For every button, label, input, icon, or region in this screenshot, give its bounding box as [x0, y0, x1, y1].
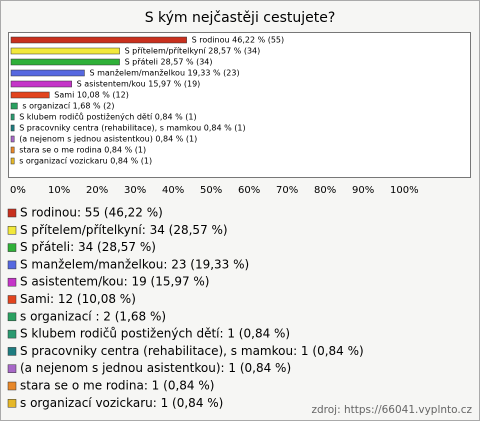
legend-label: stara se o me rodina: 1 (0,84 %)	[20, 379, 214, 393]
bar-label: S asistentem/kou 15,97 % (19)	[77, 80, 201, 89]
legend-label: S rodinou: 55 (46,22 %)	[20, 206, 163, 220]
legend-swatch	[7, 329, 17, 339]
bar	[10, 124, 15, 132]
legend-swatch	[7, 260, 17, 270]
x-tick-label: 10%	[48, 185, 70, 196]
legend-swatch	[7, 381, 17, 391]
x-tick-label: 30%	[124, 185, 146, 196]
bar-label: S pracovniky centra (rehabilitace), s ma…	[19, 124, 245, 133]
bar	[10, 47, 120, 55]
plot-area	[8, 32, 471, 178]
x-tick-label: 70%	[276, 185, 298, 196]
bar-label: S rodinou 46,22 % (55)	[192, 36, 285, 45]
bar	[10, 135, 15, 143]
legend-swatch	[7, 312, 17, 322]
bar	[10, 113, 15, 121]
bar-label: S manželem/manželkou 19,33 % (23)	[89, 69, 239, 78]
bar	[10, 80, 72, 88]
chart-title: S kým nejčastěji cestujete?	[145, 10, 336, 26]
bar-label: Sami 10,08 % (12)	[54, 91, 129, 100]
bar	[10, 36, 187, 44]
bar-label: s organizací vozickaru 0,84 % (1)	[19, 157, 152, 166]
bar	[10, 146, 15, 154]
x-tick-label: 60%	[238, 185, 260, 196]
legend-swatch	[7, 347, 17, 356]
bar	[10, 102, 18, 110]
x-tick-label: 0%	[10, 185, 26, 196]
x-tick-label: 90%	[352, 185, 374, 196]
x-tick-label: 100%	[390, 185, 419, 196]
legend-swatch	[7, 226, 17, 235]
legend-label: S přítelem/přítelkyní: 34 (28,57 %)	[20, 223, 228, 237]
bar-label: S klubem rodičů postižených dětí 0,84 % …	[19, 112, 196, 122]
legend-swatch	[7, 277, 17, 287]
bar	[10, 58, 120, 66]
legend-label: S asistentem/kou: 19 (15,97 %)	[20, 275, 209, 289]
bar-label: S přítelem/přítelkyní 28,57 % (34)	[125, 47, 261, 56]
source: zdroj: https://66041.vyplnto.cz	[312, 404, 473, 416]
legend-label: Sami: 12 (10,08 %)	[20, 292, 136, 306]
bar-label: (a nejenom s jednou asistentkou) 0,84 % …	[19, 135, 197, 144]
bar-label: s organizací 1,68 % (2)	[22, 102, 114, 111]
legend-label: S manželem/manželkou: 23 (19,33 %)	[20, 257, 249, 271]
x-tick-label: 50%	[200, 185, 222, 196]
legend-swatch	[7, 208, 17, 218]
legend-label: s organizací : 2 (1,68 %)	[20, 309, 166, 323]
legend-swatch	[7, 295, 17, 304]
legend-swatch	[7, 399, 17, 408]
x-tick-label: 40%	[162, 185, 184, 196]
bar-label: S přáteli 28,57 % (34)	[125, 58, 213, 67]
legend-label: (a nejenom s jednou asistentkou): 1 (0,8…	[20, 361, 291, 375]
legend-swatch	[7, 364, 17, 373]
legend-label: S přáteli: 34 (28,57 %)	[20, 240, 156, 254]
bar	[10, 157, 15, 165]
legend-label: S klubem rodičů postižených dětí: 1 (0,8…	[20, 327, 290, 341]
x-tick-label: 80%	[314, 185, 336, 196]
legend-label: S pracovniky centra (rehabilitace), s ma…	[20, 344, 364, 358]
legend-swatch	[7, 243, 17, 252]
x-tick-label: 20%	[86, 185, 108, 196]
bar-label: stara se o me rodina 0,84 % (1)	[19, 146, 146, 155]
bar	[10, 91, 50, 99]
bar	[10, 69, 85, 77]
legend-label: s organizací vozickaru: 1 (0,84 %)	[20, 396, 223, 410]
